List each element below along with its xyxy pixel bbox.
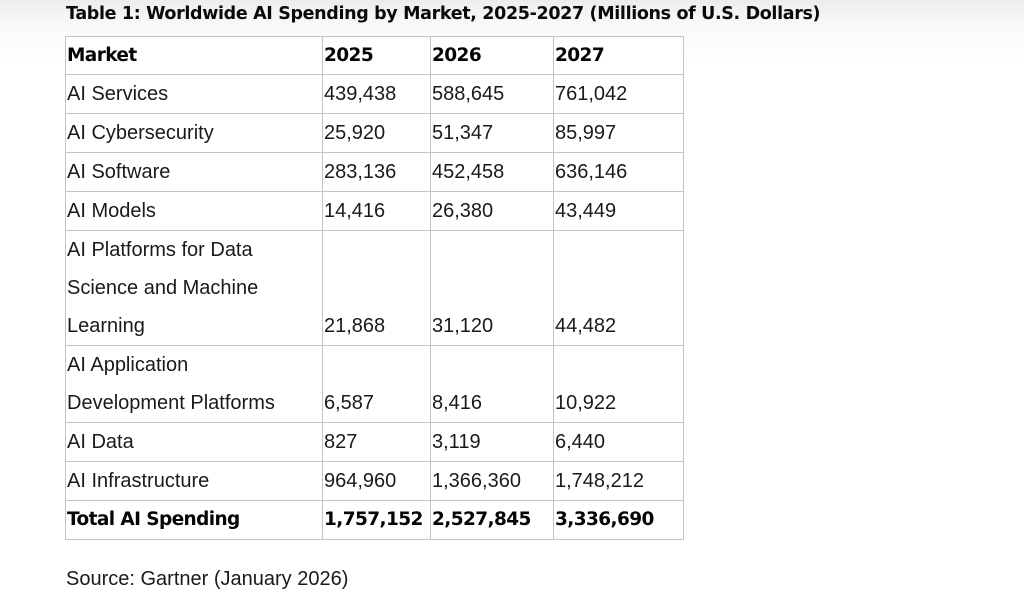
market-label-line: Science and Machine (67, 277, 259, 299)
total-row: Total AI Spending 1,757,152 2,527,845 3,… (65, 500, 684, 540)
header-market: Market (65, 36, 323, 75)
table-header-row: Market 2025 2026 2027 (65, 36, 684, 75)
market-label-line: Learning (67, 315, 145, 337)
ai-spending-table: Market 2025 2026 2027 AI Services 439,438… (65, 36, 684, 540)
value-2026: 588,645 (430, 74, 554, 114)
source-note: Source: Gartner (January 2026) (66, 568, 349, 590)
value-2025: 827 (322, 422, 431, 462)
value-2026: 3,119 (430, 422, 554, 462)
value-2026: 31,120 (430, 230, 554, 346)
value-2025: 6,587 (322, 345, 431, 423)
market-label: AI Cybersecurity (65, 113, 323, 153)
total-2026: 2,527,845 (430, 500, 554, 540)
total-2025: 1,757,152 (322, 500, 431, 540)
value-2025: 21,868 (322, 230, 431, 346)
market-label: AI Platforms for Data Science and Machine… (65, 230, 323, 346)
market-label-line: AI Models (67, 200, 156, 222)
table-row: AI Application Development Platforms 6,587… (65, 345, 684, 423)
value-2025: 439,438 (322, 74, 431, 114)
market-label-line: AI Cybersecurity (67, 122, 214, 144)
value-2026: 26,380 (430, 191, 554, 231)
table-row: AI Software 283,136 452,458 636,146 (65, 152, 684, 192)
table-row: AI Cybersecurity 25,920 51,347 85,997 (65, 113, 684, 153)
value-2025: 964,960 (322, 461, 431, 501)
market-label: AI Services (65, 74, 323, 114)
market-label: AI Application Development Platforms (65, 345, 323, 423)
value-2027: 44,482 (553, 230, 684, 346)
value-2027: 1,748,212 (553, 461, 684, 501)
total-2027: 3,336,690 (553, 500, 684, 540)
market-label-line: AI Data (67, 431, 134, 453)
market-label-line: AI Platforms for Data (67, 239, 253, 261)
table-row: AI Data 827 3,119 6,440 (65, 422, 684, 462)
value-2027: 85,997 (553, 113, 684, 153)
market-label: AI Models (65, 191, 323, 231)
value-2026: 452,458 (430, 152, 554, 192)
table-row: AI Models 14,416 26,380 43,449 (65, 191, 684, 231)
market-label-line: AI Infrastructure (67, 470, 210, 492)
value-2025: 283,136 (322, 152, 431, 192)
header-2025: 2025 (322, 36, 431, 75)
value-2026: 51,347 (430, 113, 554, 153)
value-2025: 14,416 (322, 191, 431, 231)
market-label: AI Data (65, 422, 323, 462)
table-row: AI Infrastructure 964,960 1,366,360 1,748,2… (65, 461, 684, 501)
total-label: Total AI Spending (65, 500, 323, 540)
value-2026: 8,416 (430, 345, 554, 423)
value-2026: 1,366,360 (430, 461, 554, 501)
table-row: AI Platforms for Data Science and Machine… (65, 230, 684, 346)
market-label-line: AI Software (67, 161, 171, 183)
value-2027: 636,146 (553, 152, 684, 192)
value-2027: 43,449 (553, 191, 684, 231)
market-label: AI Infrastructure (65, 461, 323, 501)
market-label-line: AI Services (67, 83, 169, 105)
value-2027: 10,922 (553, 345, 684, 423)
table-row: AI Services 439,438 588,645 761,042 (65, 74, 684, 114)
table-title: Table 1: Worldwide AI Spending by Market… (66, 4, 821, 24)
value-2027: 761,042 (553, 74, 684, 114)
header-2026: 2026 (430, 36, 554, 75)
market-label-line: Development Platforms (67, 392, 275, 414)
value-2027: 6,440 (553, 422, 684, 462)
market-label-line: AI Application (67, 354, 189, 376)
market-label: AI Software (65, 152, 323, 192)
value-2025: 25,920 (322, 113, 431, 153)
header-2027: 2027 (553, 36, 684, 75)
